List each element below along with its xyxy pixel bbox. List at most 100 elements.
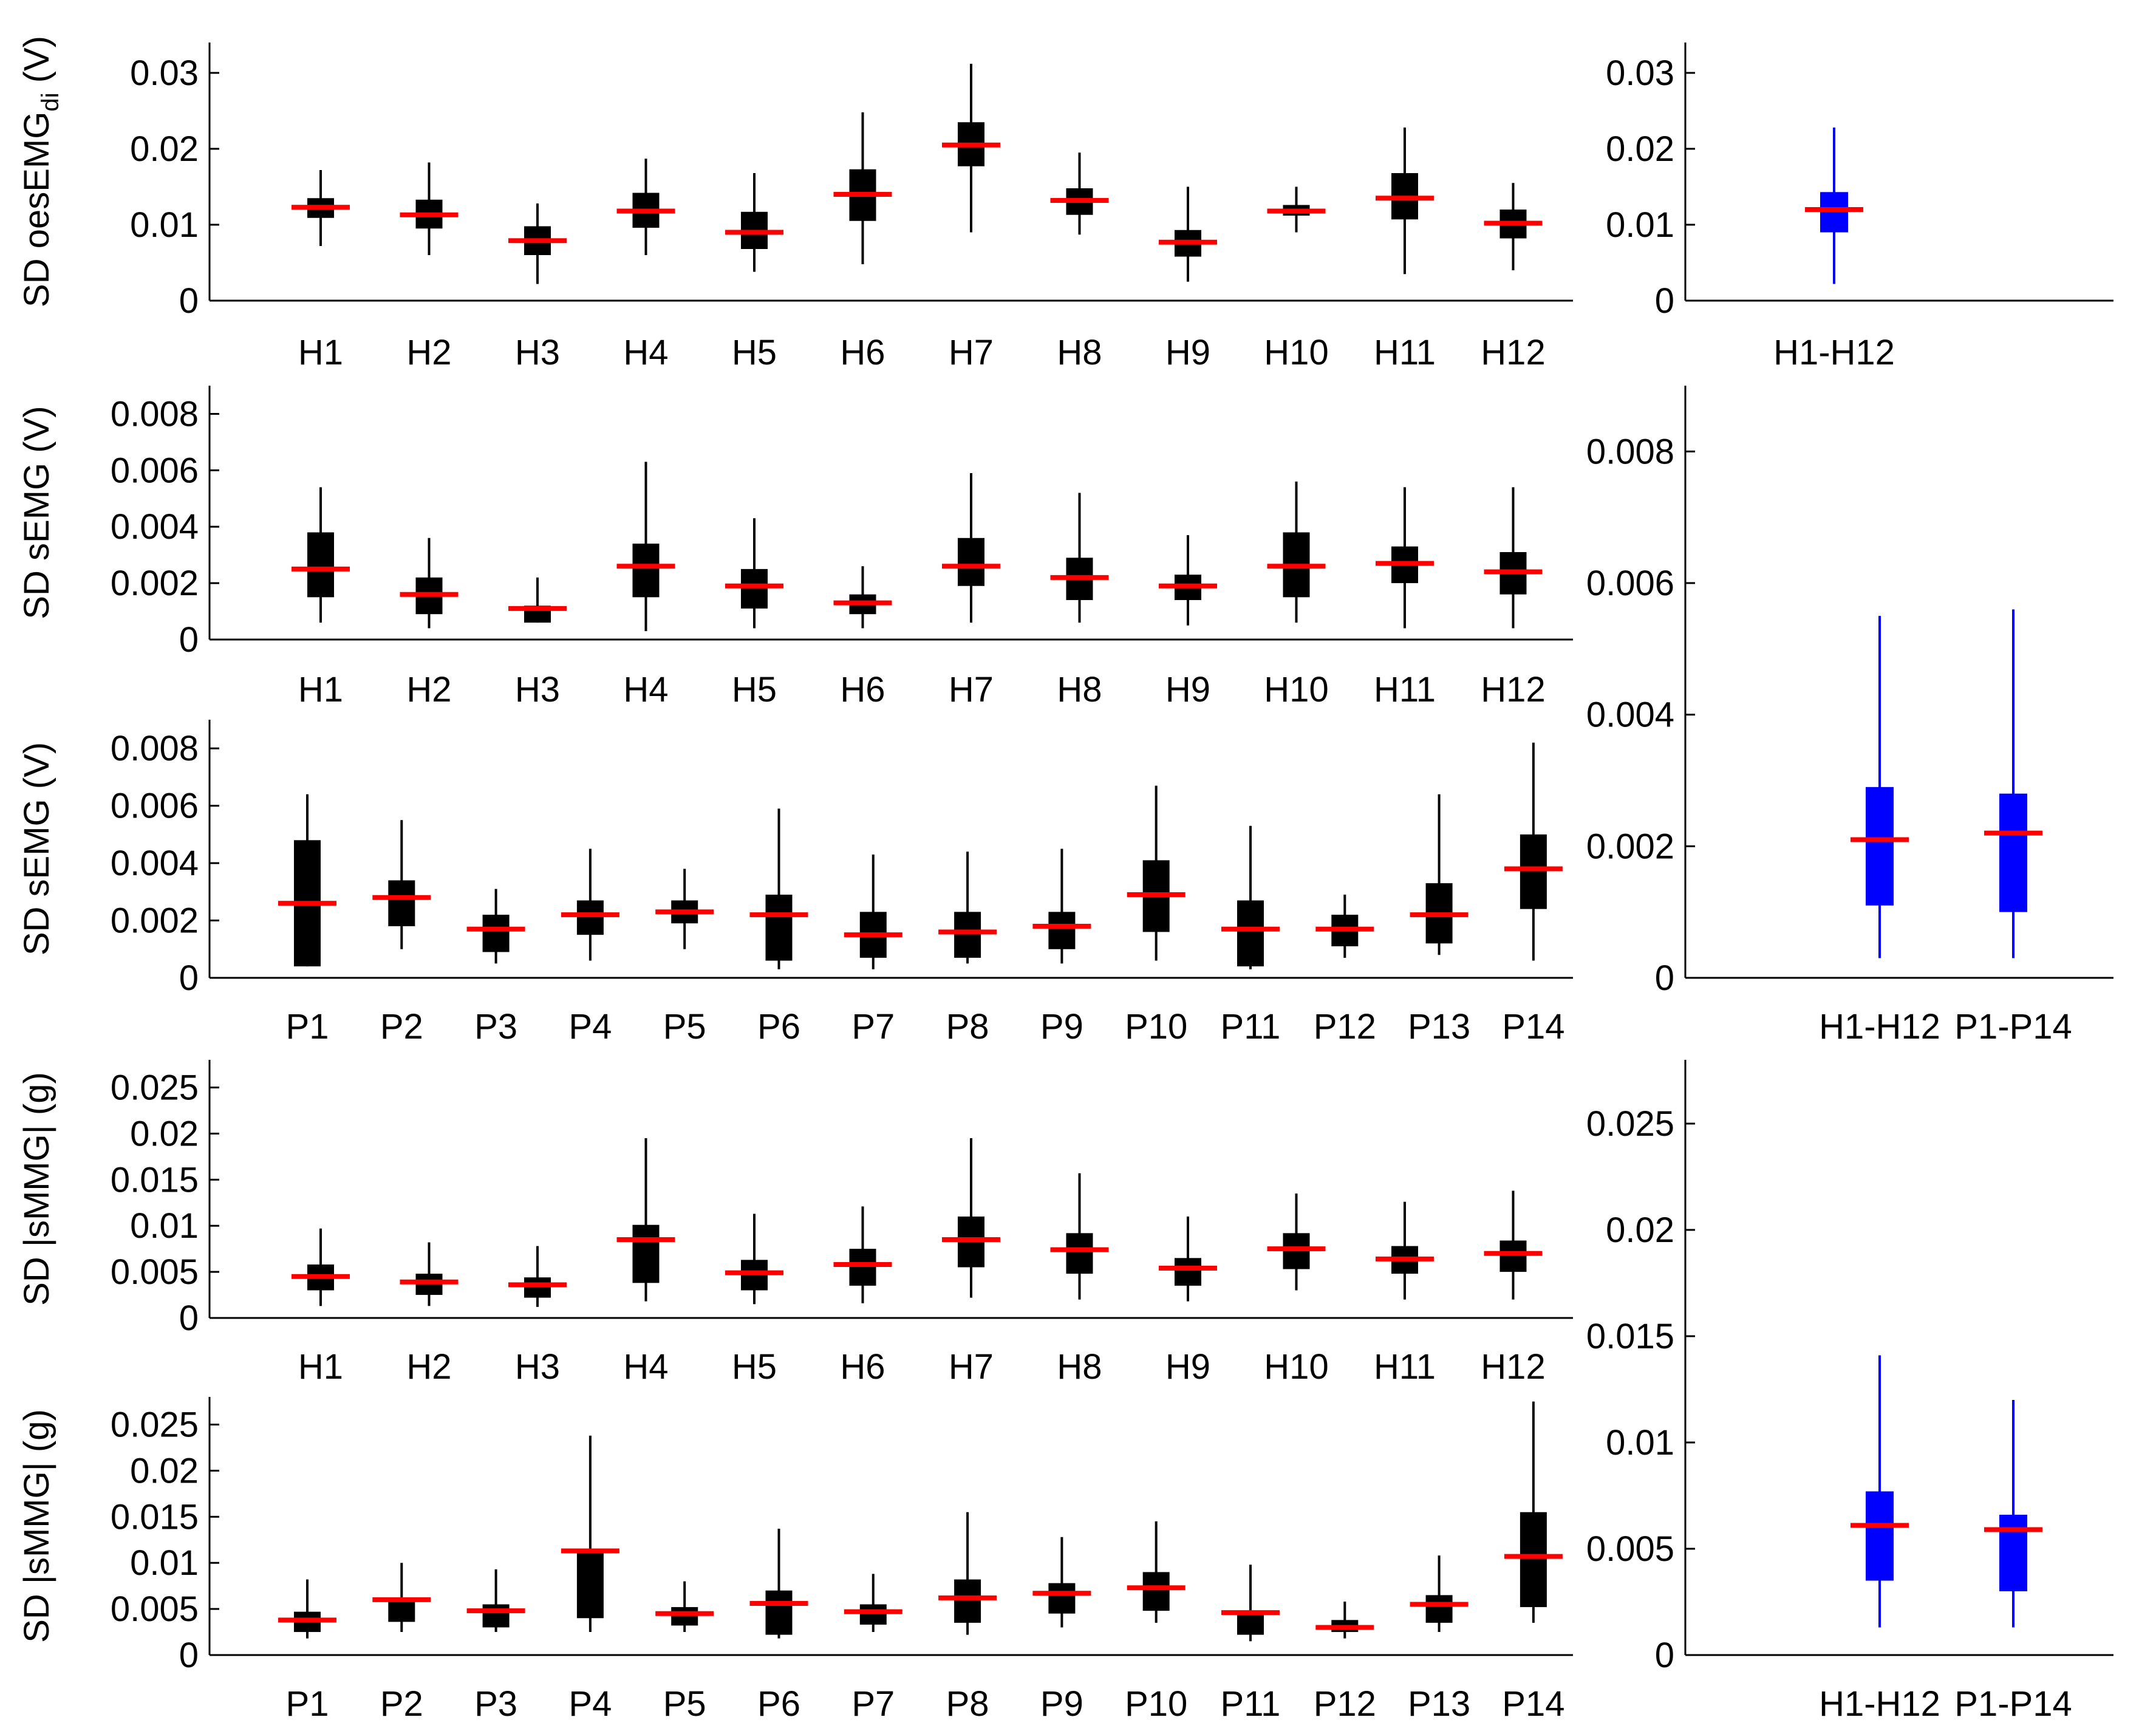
x-category-label: P13 [1408, 1007, 1470, 1046]
x-category-label: H10 [1264, 670, 1328, 709]
box-H10 [1267, 1193, 1326, 1291]
x-category-label: P7 [851, 1684, 895, 1724]
iqr-box [1499, 1240, 1527, 1272]
x-category-label: P2 [380, 1007, 423, 1046]
box-H8 [1050, 493, 1109, 623]
x-category-label: H12 [1481, 1347, 1545, 1387]
y-tick-label: 0.03 [130, 53, 199, 93]
iqr-box [388, 880, 415, 926]
x-category-label: H11 [1374, 1347, 1436, 1387]
x-category-label: H9 [1165, 1347, 1210, 1387]
y-axis-label: SD oesEMGdi (V) [17, 36, 64, 307]
box-H1 [292, 1228, 350, 1306]
y-tick-label: 0.01 [1606, 1423, 1674, 1463]
y-tick-label: 0.008 [111, 729, 199, 768]
x-category-label: P8 [946, 1007, 989, 1046]
iqr-box [765, 895, 793, 961]
iqr-box [741, 568, 768, 609]
box-H4 [616, 462, 675, 632]
x-category-label: P1-P14 [1954, 1684, 2072, 1724]
box-H8 [1050, 152, 1109, 235]
box-P3 [466, 1569, 525, 1633]
y-tick-label: 0.004 [1586, 695, 1674, 735]
iqr-box [1048, 912, 1076, 949]
x-category-label: P6 [757, 1007, 800, 1046]
x-category-label: P12 [1314, 1007, 1376, 1046]
box-H3 [508, 577, 567, 623]
box-P6 [749, 1529, 808, 1639]
box-P8 [938, 852, 997, 964]
chart-c-left: 0 0.002 0.004 0.006 0.008 P1 P2 P3 P4 P5 P6 P7 P8 P9 P… [17, 720, 1573, 1046]
x-category-label: H11 [1374, 333, 1436, 372]
y-tick-label: 0 [1655, 1636, 1674, 1675]
y-tick-label: 0 [1655, 281, 1674, 321]
iqr-box [524, 1277, 551, 1298]
y-tick-label: 0.006 [111, 787, 199, 826]
y-tick-label: 0.02 [1606, 1210, 1674, 1250]
box-P1-P14 [1984, 1400, 2042, 1628]
box-P5 [655, 869, 714, 949]
iqr-box [1866, 787, 1894, 906]
chart-a-right: 0 0.01 0.02 0.03 H1-H12 [1606, 43, 2113, 372]
box-P7 [844, 854, 902, 969]
x-category-label: H12 [1481, 333, 1545, 372]
box-H11 [1376, 487, 1434, 629]
box-P11 [1221, 1565, 1280, 1642]
y-tick-label: 0.025 [111, 1405, 199, 1445]
x-category-label: P11 [1221, 1007, 1281, 1046]
box-P8 [938, 1512, 997, 1635]
box-H9 [1159, 1217, 1217, 1302]
y-tick-label: 0.005 [111, 1589, 199, 1629]
box-H7 [942, 473, 1000, 623]
box-P12 [1315, 1601, 1374, 1639]
y-axis-label: SD |sMMG| (g) [17, 1409, 56, 1643]
x-category-label: H9 [1165, 670, 1210, 709]
x-category-label: P12 [1314, 1684, 1376, 1724]
x-category-label: P10 [1125, 1684, 1187, 1724]
x-category-label: H8 [1057, 670, 1102, 709]
iqr-box [307, 532, 334, 598]
box-P9 [1032, 848, 1091, 964]
x-category-label: H1-H12 [1773, 333, 1895, 372]
iqr-box [958, 538, 984, 586]
iqr-box [671, 1607, 698, 1626]
iqr-box [632, 544, 660, 598]
x-category-label: P7 [851, 1007, 895, 1046]
chart-d-left: 0 0.005 0.01 0.015 0.02 0.025 H1 H2 H3 H4 H5 H6 H7 H8… [17, 1060, 1573, 1387]
y-tick-label: 0.01 [130, 1206, 199, 1246]
box-P2 [372, 1563, 431, 1633]
x-category-label: H8 [1057, 1347, 1102, 1387]
box-P3 [466, 889, 525, 964]
box-P12 [1315, 895, 1374, 958]
y-tick-label: 0 [179, 281, 199, 321]
x-category-label: H1 [298, 1347, 343, 1387]
y-tick-label: 0.01 [130, 1543, 199, 1583]
x-category-label: P4 [568, 1007, 612, 1046]
x-category-label: H12 [1481, 670, 1545, 709]
y-tick-label: 0.006 [1586, 564, 1674, 603]
y-tick-label: 0.015 [111, 1497, 199, 1537]
y-tick-label: 0.005 [111, 1252, 199, 1292]
chart-b-left: 0 0.002 0.004 0.006 0.008 H1 H2 H3 H4 H5 H6 H7 H8 H9 H… [17, 386, 1573, 709]
iqr-box [1999, 793, 2027, 912]
x-category-label: H1 [298, 670, 343, 709]
iqr-box [849, 1249, 876, 1286]
box-H3 [508, 203, 567, 284]
y-tick-label: 0.02 [130, 1451, 199, 1490]
box-H4 [616, 159, 675, 255]
box-P5 [655, 1581, 714, 1633]
y-axis-label-text: SD |sMMG| [17, 1462, 56, 1643]
x-category-label: H10 [1264, 333, 1328, 372]
box-P10 [1127, 785, 1185, 961]
iqr-box [576, 900, 604, 935]
iqr-box [859, 1604, 887, 1625]
box-P4 [561, 1435, 619, 1633]
y-axis-label: SD |sMMG| (g) [17, 1072, 56, 1306]
y-axis-label-text: SD oesEMG [17, 112, 56, 307]
box-H6 [833, 112, 892, 264]
chart-a-left: 0 0.01 0.02 0.03 H1 H2 H3 H4 H5 H6 H7 H8 H9 H10 H11 H12… [17, 36, 1573, 372]
box-P1 [278, 794, 336, 967]
x-category-label: P3 [474, 1684, 517, 1724]
y-tick-label: 0.008 [1586, 432, 1674, 471]
box-H6 [833, 566, 892, 629]
